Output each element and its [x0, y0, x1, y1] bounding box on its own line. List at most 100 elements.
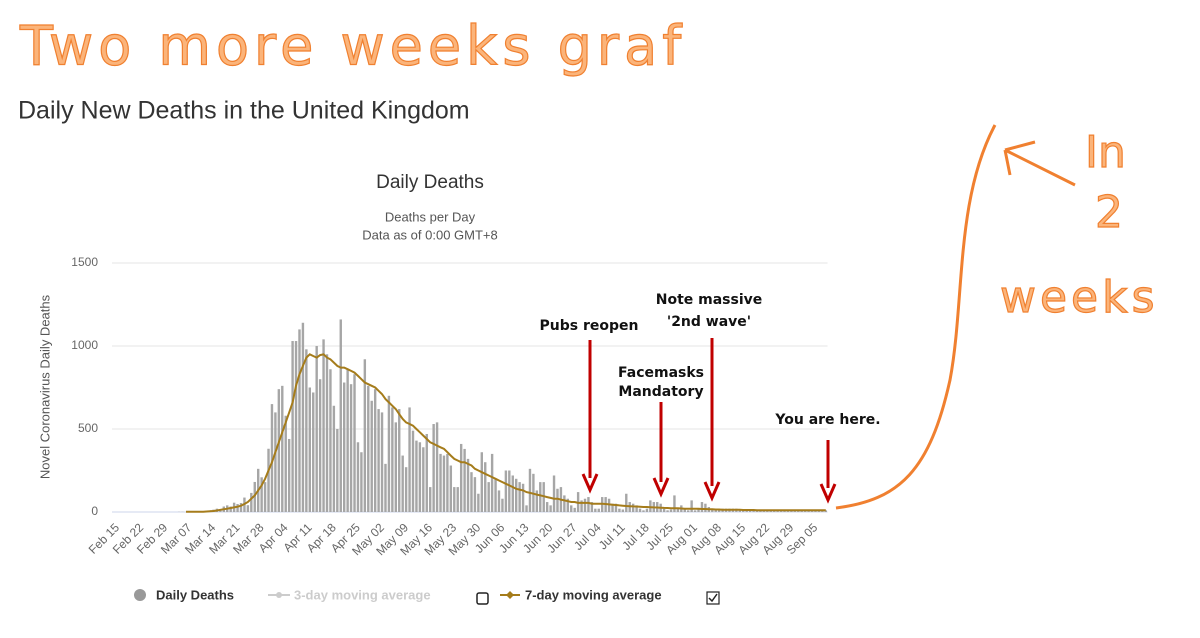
- bar: [360, 452, 363, 512]
- bar: [515, 478, 518, 512]
- annotation: You are here.: [774, 412, 880, 428]
- bar: [353, 374, 356, 512]
- bar: [717, 510, 721, 512]
- bar: [752, 510, 755, 512]
- bar: [566, 498, 569, 512]
- bar: [494, 478, 497, 512]
- y-tick-label: 1500: [71, 255, 98, 269]
- chart-title: Daily Deaths: [376, 172, 484, 193]
- bar: [618, 508, 621, 512]
- bar: [429, 487, 432, 512]
- bar: [432, 424, 435, 512]
- bar: [456, 487, 459, 512]
- bar: [291, 341, 294, 512]
- bar: [570, 505, 573, 512]
- bar: [260, 477, 263, 512]
- hand-note: Two more weeks graf: [19, 15, 686, 78]
- bar: [649, 500, 652, 512]
- annotation: Facemasks: [618, 365, 704, 381]
- bar: [329, 369, 332, 512]
- bar: [267, 448, 270, 512]
- bar: [697, 508, 700, 512]
- legend-label[interactable]: Daily Deaths: [156, 587, 234, 602]
- hand-note: In: [1085, 127, 1126, 178]
- arrow-head: [819, 483, 837, 504]
- bar: [552, 475, 556, 512]
- bar: [573, 507, 576, 512]
- bar: [545, 502, 549, 512]
- bar: [442, 455, 446, 512]
- bar: [521, 483, 525, 512]
- bar: [477, 493, 480, 512]
- annotations: Pubs reopen Facemasks Mandatory Note mas…: [540, 292, 881, 504]
- bar: [480, 452, 483, 512]
- bar: [370, 400, 373, 512]
- bar: [594, 508, 597, 512]
- bar: [463, 448, 466, 512]
- bar: [380, 412, 384, 512]
- bar: [391, 407, 394, 512]
- bar: [563, 495, 566, 512]
- bar: [738, 510, 741, 512]
- bar: [336, 429, 339, 512]
- bar: [246, 505, 250, 512]
- legend-swatch: [134, 589, 146, 601]
- bar: [449, 465, 453, 512]
- bar: [349, 384, 353, 512]
- bar: [700, 502, 704, 512]
- bar: [504, 470, 508, 512]
- bar: [387, 395, 391, 512]
- bar: [236, 504, 239, 512]
- bar: [497, 490, 501, 512]
- bar: [459, 443, 463, 512]
- annotation: Pubs reopen: [540, 318, 639, 334]
- bar: [294, 341, 298, 512]
- bar: [587, 497, 590, 512]
- bar: [580, 500, 583, 512]
- bar: [466, 458, 470, 512]
- bar: [631, 503, 635, 512]
- bar: [673, 495, 676, 512]
- bar: [611, 503, 614, 512]
- y-tick-label: 500: [78, 421, 98, 435]
- hand-curve: [835, 124, 997, 510]
- bar: [394, 422, 397, 512]
- bar: [535, 490, 539, 512]
- bar: [549, 505, 552, 512]
- x-tick-label: Jul 04: [571, 520, 604, 553]
- page-title: Daily New Deaths in the United Kingdom: [18, 97, 470, 125]
- bar: [270, 404, 274, 512]
- bar: [556, 488, 559, 512]
- annotation: Mandatory: [618, 384, 703, 400]
- bar: [597, 508, 600, 512]
- legend-label[interactable]: 3-day moving average: [294, 587, 431, 602]
- bar: [312, 392, 315, 512]
- chart-subtitle: Data as of 0:00 GMT+8: [362, 227, 497, 242]
- line: [186, 353, 826, 513]
- legend-swatch: [506, 591, 514, 599]
- bar: [614, 503, 618, 512]
- bar: [621, 509, 625, 512]
- bar: [415, 440, 418, 512]
- bar: [305, 349, 308, 512]
- arrow-head: [581, 473, 599, 494]
- bar: [315, 346, 318, 512]
- chart-subtitle: Deaths per Day: [385, 209, 476, 224]
- legend-label[interactable]: 7-day moving average: [525, 587, 662, 602]
- bar: [367, 385, 370, 512]
- checkbox[interactable]: [706, 591, 720, 605]
- bar: [539, 482, 542, 512]
- bar: [339, 319, 342, 512]
- bar: [308, 387, 311, 512]
- bar: [487, 482, 490, 512]
- checkbox[interactable]: [476, 592, 489, 605]
- bar: [745, 510, 748, 512]
- bar: [401, 455, 404, 512]
- bar: [318, 379, 322, 512]
- hand-note: 2: [1095, 187, 1123, 238]
- bar: [287, 438, 291, 512]
- y-tick-label: 1000: [71, 338, 98, 352]
- bar: [645, 508, 649, 512]
- bar: [669, 509, 673, 512]
